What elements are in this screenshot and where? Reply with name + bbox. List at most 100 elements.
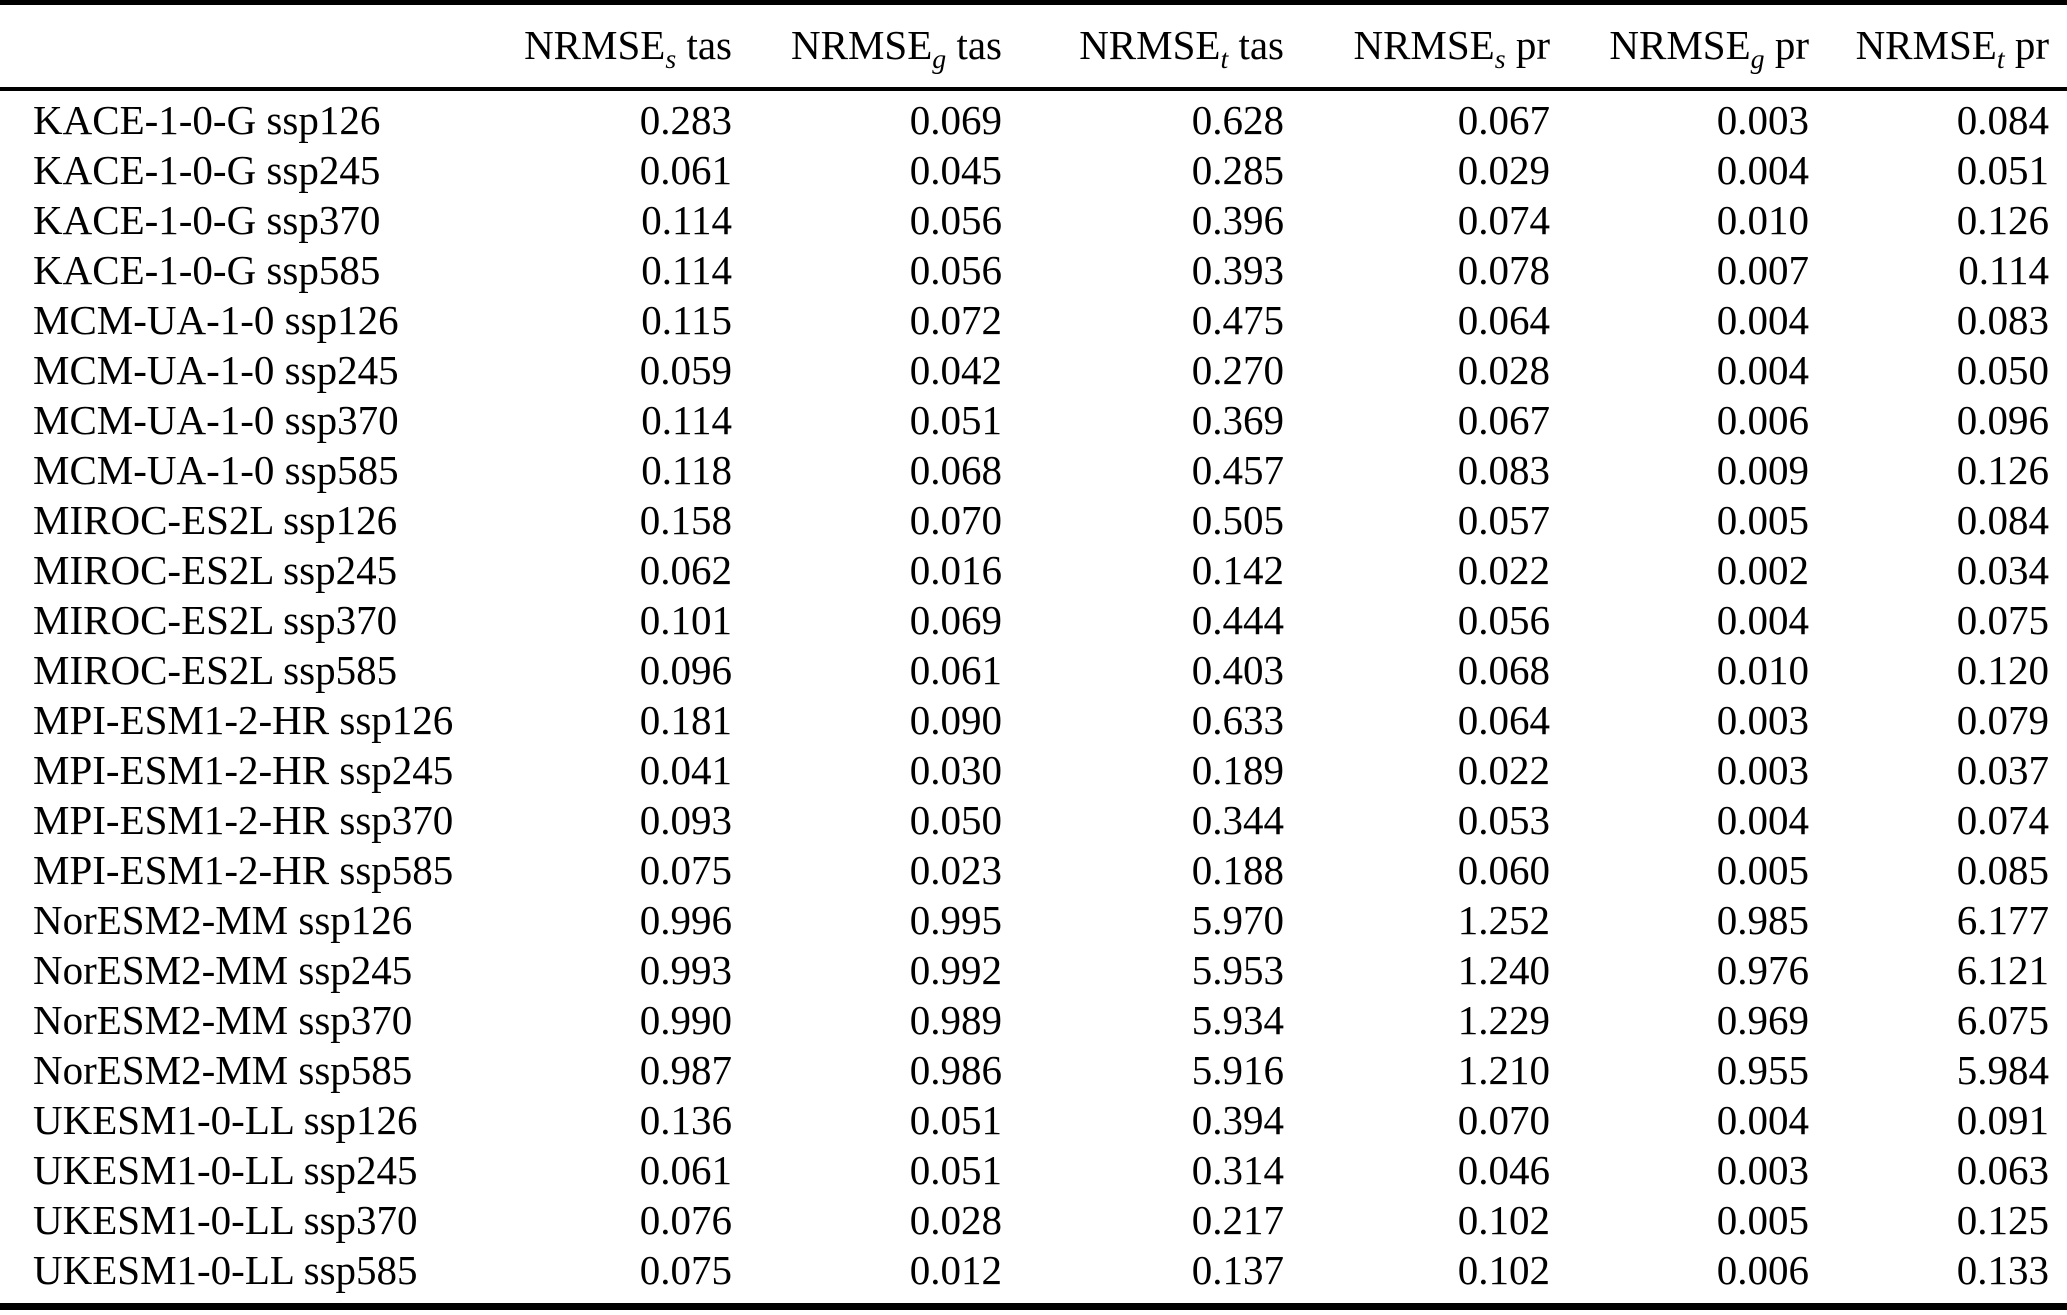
table-row: MIROC-ES2L ssp370 0.101 0.069 0.444 0.056 0.0… (0, 595, 2067, 645)
nrmse-subscript: s (665, 44, 677, 76)
row-label: UKESM1-0-LL ssp585 (33, 1247, 418, 1293)
value-cell: 0.004 (1716, 797, 1809, 843)
table-row: KACE-1-0-G ssp126 0.283 0.069 0.628 0.067 0.0… (0, 89, 2067, 145)
table-body: KACE-1-0-G ssp126 0.283 0.069 0.628 0.067 0.0… (0, 89, 2067, 1307)
column-header: NRMSEg pr (1550, 2, 1809, 91)
table-row: MCM-UA-1-0 ssp585 0.118 0.068 0.457 0.083 0.0… (0, 445, 2067, 495)
value-cell: 0.125 (1956, 1197, 2049, 1243)
value-cell: 0.990 (639, 997, 732, 1043)
value-cell: 0.995 (909, 897, 1002, 943)
value-cell: 0.070 (909, 497, 1002, 543)
value-cell: 0.064 (1457, 697, 1550, 743)
value-cell: 0.061 (639, 1147, 732, 1193)
value-cell: 0.012 (909, 1247, 1002, 1293)
table-row: NorESM2-MM ssp370 0.990 0.989 5.934 1.229 0.9… (0, 995, 2067, 1045)
value-cell: 0.051 (909, 1097, 1002, 1143)
nrmse-label: NRMSE (1855, 22, 1997, 68)
row-label: KACE-1-0-G ssp126 (33, 97, 381, 143)
value-cell: 0.046 (1457, 1147, 1550, 1193)
value-cell: 0.004 (1716, 347, 1809, 393)
value-cell: 0.068 (909, 447, 1002, 493)
value-cell: 1.240 (1457, 947, 1550, 993)
value-cell: 0.217 (1191, 1197, 1284, 1243)
column-header: NRMSEs pr (1284, 2, 1550, 91)
value-cell: 1.210 (1457, 1047, 1550, 1093)
table-row: NorESM2-MM ssp585 0.987 0.986 5.916 1.210 0.9… (0, 1045, 2067, 1095)
value-cell: 0.102 (1457, 1247, 1550, 1293)
value-cell: 0.059 (639, 347, 732, 393)
value-cell: 0.505 (1191, 497, 1284, 543)
row-label: UKESM1-0-LL ssp370 (33, 1197, 418, 1243)
value-cell: 0.028 (909, 1197, 1002, 1243)
nrmse-label: NRMSE (1079, 22, 1221, 68)
value-cell: 0.045 (909, 147, 1002, 193)
value-cell: 0.057 (1457, 497, 1550, 543)
value-cell: 0.069 (909, 97, 1002, 143)
table-row: MIROC-ES2L ssp126 0.158 0.070 0.505 0.057 0.0… (0, 495, 2067, 545)
value-cell: 0.004 (1716, 1097, 1809, 1143)
value-cell: 0.078 (1457, 247, 1550, 293)
row-label: MPI-ESM1-2-HR ssp245 (33, 747, 454, 793)
value-cell: 0.006 (1716, 1247, 1809, 1293)
row-label: MCM-UA-1-0 ssp126 (33, 297, 399, 343)
value-cell: 0.009 (1716, 447, 1809, 493)
row-label: MIROC-ES2L ssp585 (33, 647, 398, 693)
table-row: UKESM1-0-LL ssp126 0.136 0.051 0.394 0.070 0.… (0, 1095, 2067, 1145)
value-cell: 0.084 (1956, 97, 2049, 143)
value-cell: 6.177 (1956, 897, 2049, 943)
value-cell: 6.075 (1956, 997, 2049, 1043)
value-cell: 0.028 (1457, 347, 1550, 393)
value-cell: 0.096 (639, 647, 732, 693)
value-cell: 0.403 (1191, 647, 1284, 693)
value-cell: 0.989 (909, 997, 1002, 1043)
table-header-row: NRMSEs tas NRMSEg tas NRMSEt tas NRMSEs pr N… (0, 2, 2067, 91)
value-cell: 0.076 (639, 1197, 732, 1243)
value-cell: 0.314 (1191, 1147, 1284, 1193)
value-cell: 0.072 (909, 297, 1002, 343)
value-cell: 0.010 (1716, 197, 1809, 243)
value-cell: 0.003 (1716, 697, 1809, 743)
value-cell: 0.067 (1457, 97, 1550, 143)
metric-label: tas (946, 22, 1002, 68)
value-cell: 0.102 (1457, 1197, 1550, 1243)
value-cell: 0.023 (909, 847, 1002, 893)
value-cell: 0.985 (1716, 897, 1809, 943)
value-cell: 0.051 (909, 1147, 1002, 1193)
nrmse-label: NRMSE (791, 22, 933, 68)
column-header: NRMSEg tas (732, 2, 1002, 91)
value-cell: 0.010 (1716, 647, 1809, 693)
value-cell: 0.061 (639, 147, 732, 193)
value-cell: 0.114 (641, 197, 732, 243)
value-cell: 5.916 (1191, 1047, 1284, 1093)
value-cell: 0.064 (1457, 297, 1550, 343)
value-cell: 0.034 (1956, 547, 2049, 593)
row-label: NorESM2-MM ssp245 (33, 947, 413, 993)
value-cell: 0.976 (1716, 947, 1809, 993)
row-label: MCM-UA-1-0 ssp585 (33, 447, 399, 493)
value-cell: 0.075 (639, 1247, 732, 1293)
value-cell: 0.003 (1716, 747, 1809, 793)
value-cell: 0.074 (1457, 197, 1550, 243)
row-label: KACE-1-0-G ssp585 (33, 247, 381, 293)
value-cell: 0.992 (909, 947, 1002, 993)
value-cell: 0.444 (1191, 597, 1284, 643)
metric-label: tas (1228, 22, 1284, 68)
value-cell: 0.120 (1956, 647, 2049, 693)
value-cell: 0.062 (639, 547, 732, 593)
nrmse-subscript: s (1494, 44, 1506, 76)
value-cell: 0.042 (909, 347, 1002, 393)
value-cell: 0.090 (909, 697, 1002, 743)
value-cell: 0.084 (1956, 497, 2049, 543)
value-cell: 0.633 (1191, 697, 1284, 743)
row-label: MIROC-ES2L ssp245 (33, 547, 398, 593)
table-row: NorESM2-MM ssp126 0.996 0.995 5.970 1.252 0.9… (0, 895, 2067, 945)
value-cell: 0.126 (1956, 447, 2049, 493)
value-cell: 0.060 (1457, 847, 1550, 893)
value-cell: 0.006 (1716, 397, 1809, 443)
value-cell: 0.987 (639, 1047, 732, 1093)
value-cell: 0.188 (1191, 847, 1284, 893)
table-row: MCM-UA-1-0 ssp245 0.059 0.042 0.270 0.028 0.0… (0, 345, 2067, 395)
value-cell: 0.457 (1191, 447, 1284, 493)
value-cell: 0.118 (641, 447, 732, 493)
